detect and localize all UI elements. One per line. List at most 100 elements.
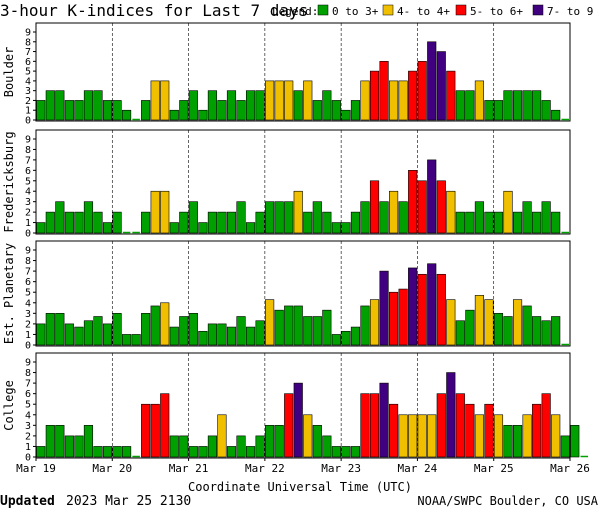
k-index-bar xyxy=(379,201,389,234)
k-index-bar xyxy=(284,305,294,346)
k-index-bar xyxy=(474,201,484,234)
k-index-bar xyxy=(369,299,380,346)
k-index-bar xyxy=(198,109,208,121)
k-index-bar xyxy=(112,446,122,458)
x-axis-label: Coordinate Universal Time (UTC) xyxy=(188,480,412,494)
chart-panels: 0123456789Boulder0123456789Fredericksbur… xyxy=(2,22,589,464)
panel-frame xyxy=(35,129,571,235)
k-index-bar xyxy=(350,326,361,346)
k-index-bar xyxy=(398,414,408,458)
k-index-bar xyxy=(150,305,160,346)
k-index-bar xyxy=(560,435,570,458)
k-index-bar xyxy=(265,425,275,458)
x-tick-label: Mar 21 xyxy=(169,462,209,475)
k-index-bar xyxy=(226,90,237,121)
k-index-bar xyxy=(369,70,380,121)
k-index-bar xyxy=(236,100,246,121)
k-index-bar xyxy=(427,414,437,458)
k-index-bar xyxy=(207,211,217,234)
k-index-bar xyxy=(64,100,74,121)
k-index-bar xyxy=(503,316,513,346)
y-tick-label: 2 xyxy=(25,319,31,330)
k-index-bar xyxy=(436,393,446,458)
k-index-bar xyxy=(408,70,418,121)
k-index-bar xyxy=(541,320,551,346)
k-index-bar xyxy=(102,323,113,346)
k-index-bar xyxy=(484,299,494,346)
k-index-bar xyxy=(303,414,313,458)
k-index-bar xyxy=(541,201,551,234)
k-index-bar xyxy=(398,288,408,346)
k-index-bar xyxy=(322,435,332,458)
k-index-bar xyxy=(379,61,389,121)
y-tick-label: 2 xyxy=(25,431,31,442)
y-tick-label: 3 xyxy=(25,421,31,432)
k-index-bar xyxy=(350,100,361,121)
y-tick-label: 7 xyxy=(25,155,31,166)
k-index-bar xyxy=(493,313,504,346)
k-index-bar xyxy=(255,435,265,458)
k-index-bar xyxy=(274,309,284,346)
k-index-bar xyxy=(512,90,523,121)
k-index-bar xyxy=(503,425,513,458)
x-tick-label: Mar 22 xyxy=(245,462,285,475)
y-tick-label: 8 xyxy=(25,256,31,267)
k-index-bar xyxy=(83,425,94,458)
k-index-bar xyxy=(112,211,122,234)
k-index-bar xyxy=(284,201,294,234)
y-tick-label: 2 xyxy=(25,96,31,107)
k-index-bar xyxy=(141,100,151,121)
y-tick-label: 0 xyxy=(25,453,31,464)
k-index-bar xyxy=(93,316,103,346)
chart-title: 3-hour K-indices for Last 7 days xyxy=(0,1,308,20)
k-index-bar xyxy=(512,299,523,346)
k-index-bar xyxy=(541,393,551,458)
k-index-bar xyxy=(64,323,74,346)
k-index-bar xyxy=(36,446,46,458)
k-index-bar xyxy=(369,180,380,234)
k-index-bar xyxy=(522,414,532,458)
k-index-bar xyxy=(169,222,179,234)
k-index-bar xyxy=(169,109,179,121)
k-index-bar xyxy=(188,201,198,234)
k-index-bar xyxy=(293,305,303,346)
k-index-bar xyxy=(341,446,351,458)
k-index-bar xyxy=(360,393,370,458)
y-tick-label: 6 xyxy=(25,277,31,288)
k-index-bar xyxy=(217,211,227,234)
k-index-bar xyxy=(141,313,151,346)
legend-entry: 4- to 4+ xyxy=(397,5,450,18)
k-index-bar xyxy=(293,90,303,121)
k-index-bar xyxy=(455,90,465,121)
x-tick-label: Mar 19 xyxy=(16,462,56,475)
y-tick-label: 8 xyxy=(25,37,31,48)
k-index-bar xyxy=(93,90,103,121)
k-index-bar xyxy=(245,90,256,121)
legend-swatch xyxy=(317,4,329,16)
k-index-bar xyxy=(493,211,504,234)
k-index-bar xyxy=(198,446,208,458)
k-index-bar xyxy=(236,201,246,234)
y-tick-label: 3 xyxy=(25,309,31,320)
k-index-bar xyxy=(179,316,189,346)
k-index-bar xyxy=(417,273,427,346)
y-tick-label: 5 xyxy=(25,400,31,411)
y-tick-label: 6 xyxy=(25,166,31,177)
k-index-bar xyxy=(465,90,475,121)
y-tick-label: 4 xyxy=(25,76,31,87)
y-tick-label: 9 xyxy=(25,358,31,369)
k-index-bar xyxy=(532,211,542,234)
k-index-bar xyxy=(284,80,294,121)
k-index-bar xyxy=(389,80,399,121)
k-index-bar xyxy=(417,414,427,458)
k-index-bar xyxy=(484,211,494,234)
k-index-bar xyxy=(350,446,361,458)
k-index-bar xyxy=(455,393,465,458)
y-tick-label: 4 xyxy=(25,298,31,309)
k-index-bar xyxy=(179,100,189,121)
k-index-bar xyxy=(512,425,523,458)
k-index-bar xyxy=(369,393,380,458)
